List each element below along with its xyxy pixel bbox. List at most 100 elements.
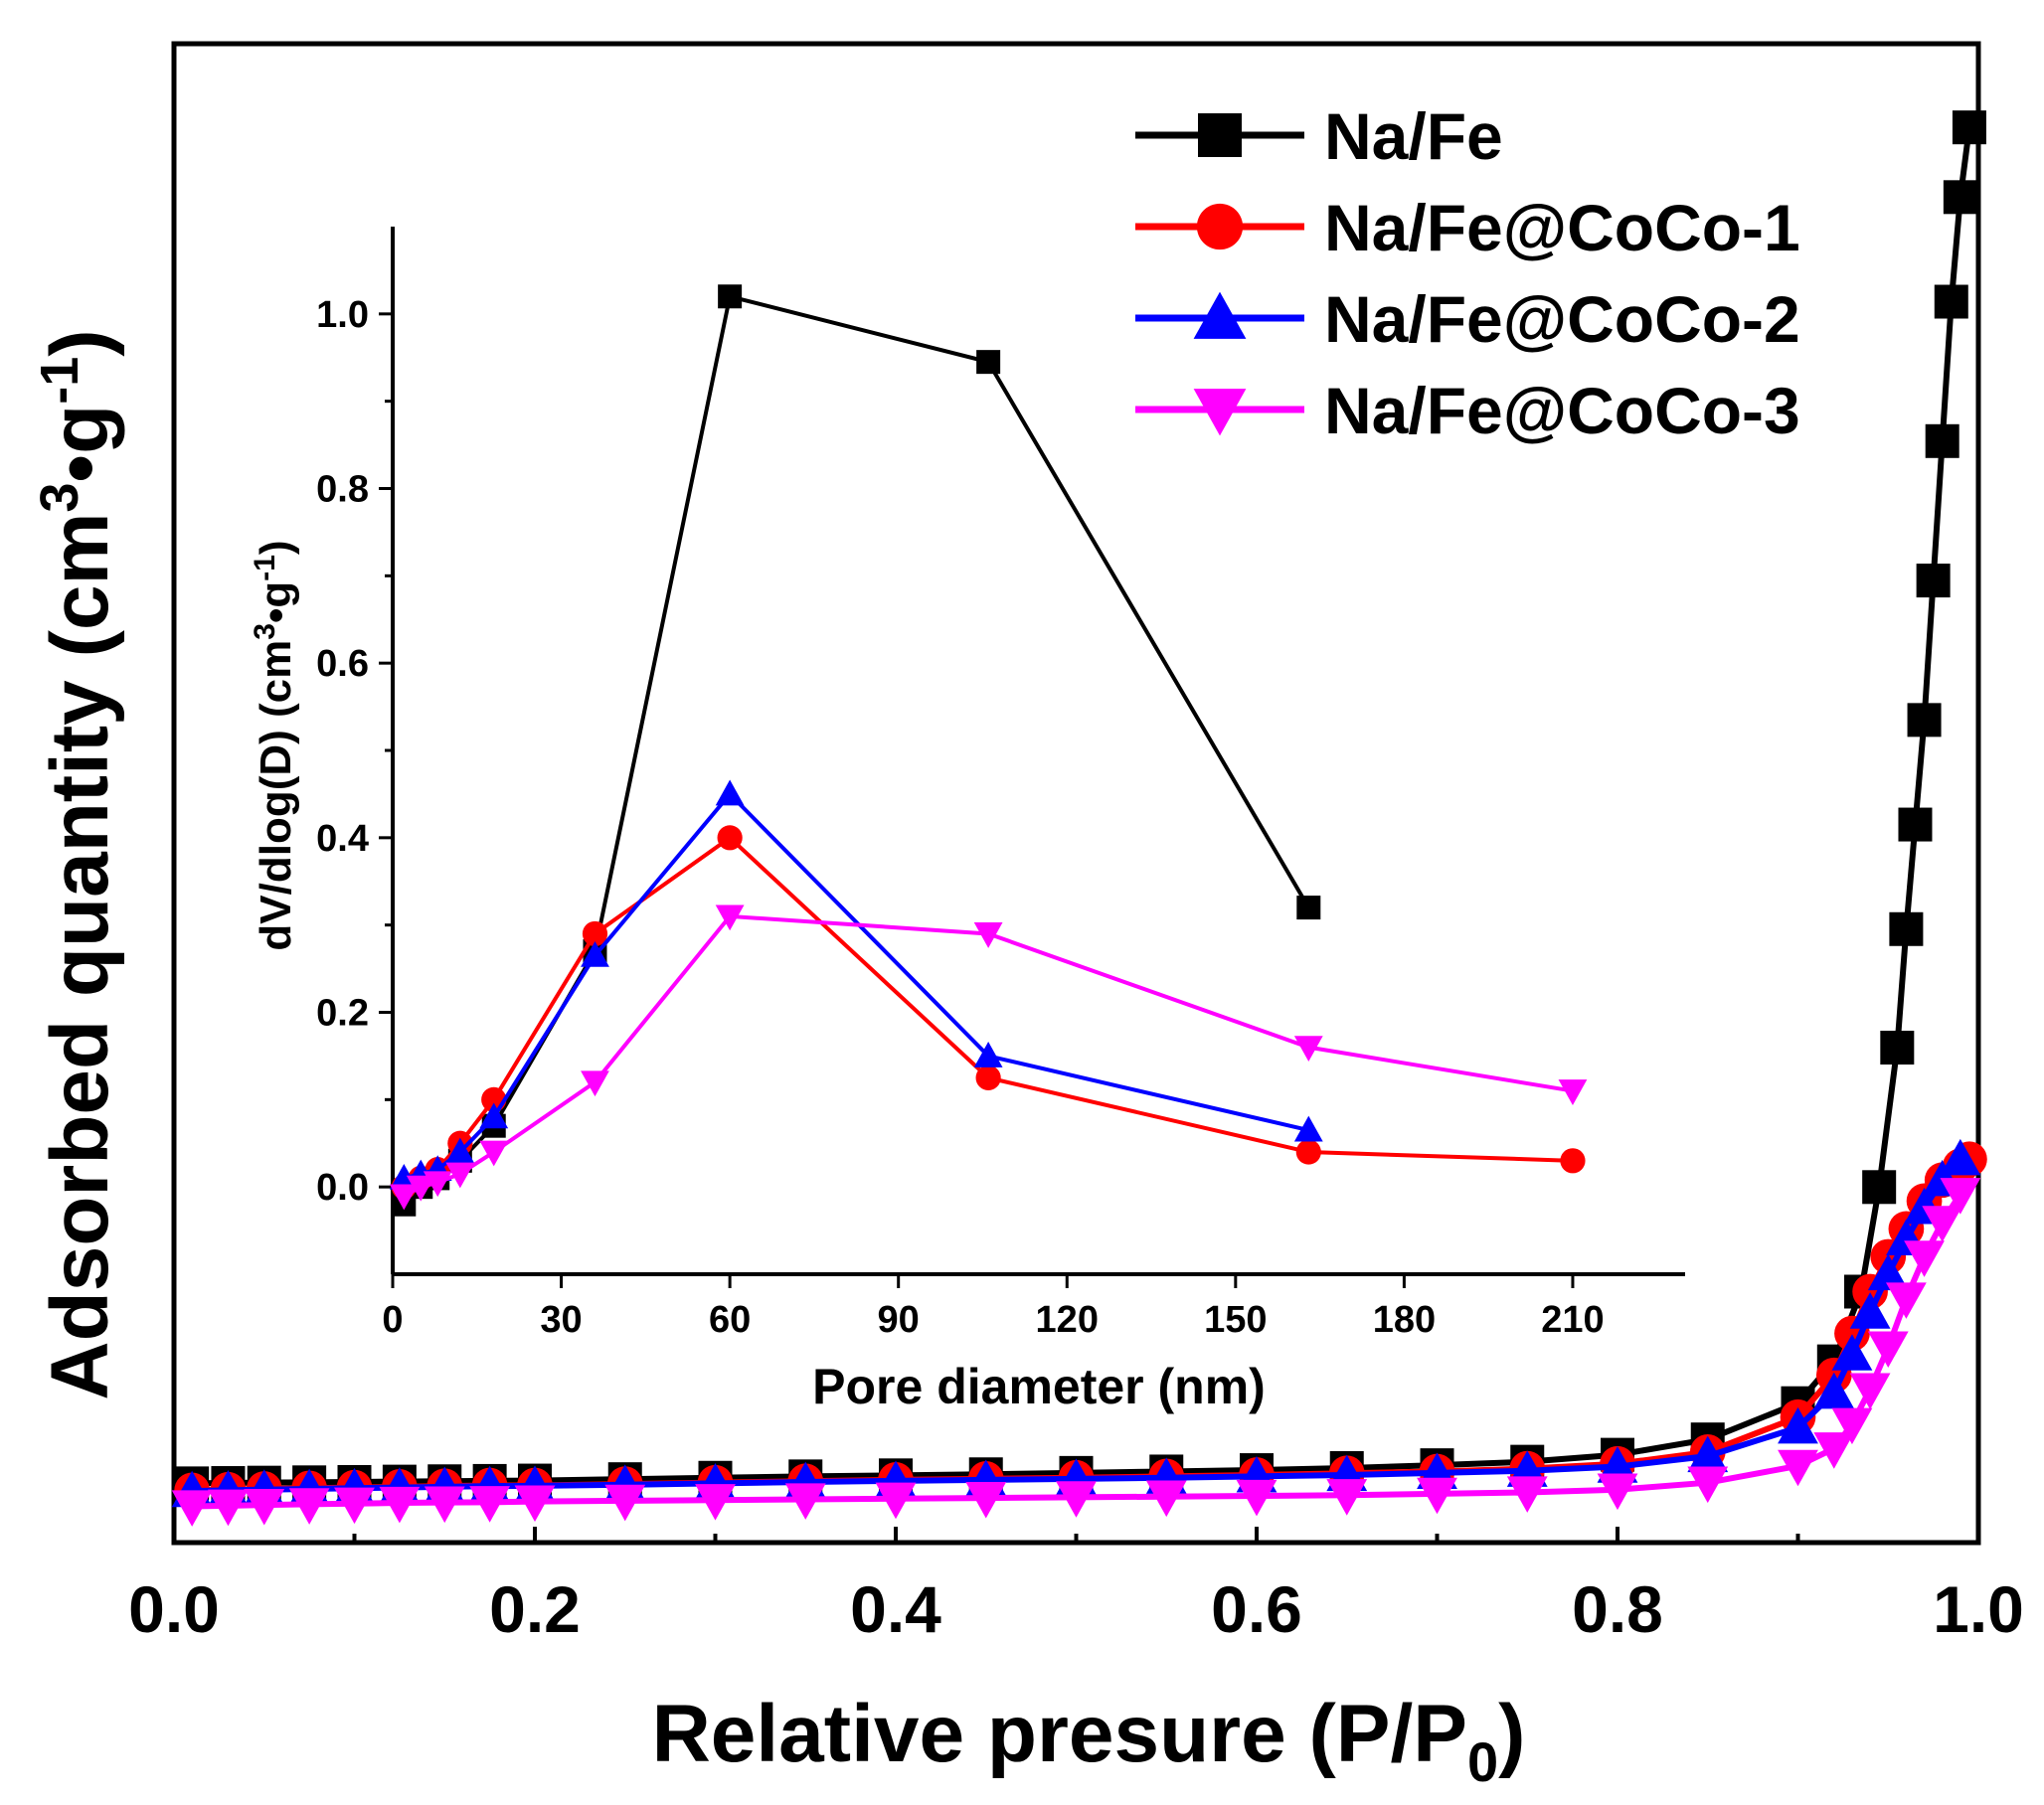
- inset-data-point: [717, 825, 743, 851]
- main-x-ticks: 0.0 0.2 0.4 0.6 0.8 1.0: [128, 1527, 2024, 1646]
- inset-x-tick-label: 150: [1204, 1299, 1267, 1341]
- main-data-point: [1849, 1373, 1891, 1410]
- legend-swatch-marker: [1193, 291, 1247, 339]
- inset-data-point: [582, 920, 608, 947]
- inset-x-tick-label: 120: [1036, 1299, 1099, 1341]
- main-data-point: [1687, 1466, 1729, 1504]
- legend-swatch-marker: [1193, 389, 1247, 436]
- main-data-point: [1849, 1292, 1891, 1329]
- inset-data-point: [975, 1065, 1001, 1090]
- main-x-tick-label: 0.0: [128, 1572, 220, 1646]
- main-x-tick-label: 0.6: [1211, 1572, 1302, 1646]
- legend-swatch-marker: [1196, 203, 1244, 250]
- main-data-point: [244, 1488, 285, 1526]
- main-data-point: [1506, 1476, 1548, 1513]
- main-data-point: [604, 1484, 646, 1522]
- main-data-point: [1867, 1331, 1909, 1369]
- main-data-point: [784, 1483, 826, 1520]
- inset-y-tick-label: 1.0: [316, 294, 369, 336]
- inset-data-point: [715, 779, 745, 806]
- main-x-tick-label: 0.8: [1572, 1572, 1663, 1646]
- main-data-point: [1145, 1480, 1187, 1518]
- inset-data-point: [389, 1184, 419, 1211]
- inset-data-point: [479, 1102, 509, 1129]
- main-data-point: [1943, 180, 1977, 215]
- inset-data-point: [1560, 1148, 1586, 1174]
- inset-data-point: [445, 1137, 475, 1164]
- legend-entry: Na/Fe@CoCo-1: [1135, 191, 1800, 264]
- main-x-axis-label: Relative presure (P/P0): [652, 1689, 1526, 1793]
- legend-swatch-marker: [1198, 113, 1242, 157]
- main-data-point: [1778, 1449, 1818, 1487]
- inset-x-tick-label: 30: [540, 1299, 582, 1341]
- inset-data-point: [1293, 1115, 1323, 1142]
- inset-data-point: [581, 1070, 609, 1097]
- main-data-point: [1916, 564, 1951, 598]
- inset-x-tick-label: 180: [1373, 1299, 1436, 1341]
- main-data-point: [1925, 423, 1959, 458]
- legend-entry: Na/Fe: [1135, 99, 1503, 173]
- main-data-point: [1417, 1477, 1457, 1515]
- inset-x-tick-label: 60: [709, 1299, 751, 1341]
- legend-entry: Na/Fe@CoCo-2: [1135, 282, 1800, 356]
- main-x-tick-label: 0.4: [850, 1572, 941, 1646]
- legend-label: Na/Fe@CoCo-3: [1324, 374, 1800, 447]
- inset-data-point: [1293, 1036, 1323, 1063]
- inset-data-point: [973, 1042, 1003, 1067]
- main-data-point: [1934, 284, 1968, 319]
- main-data-point: [334, 1487, 375, 1525]
- main-data-point: [288, 1488, 330, 1525]
- inset-data-point: [1295, 1139, 1321, 1165]
- inset-data-point: [715, 904, 745, 931]
- legend-label: Na/Fe: [1324, 99, 1503, 173]
- legend-label: Na/Fe@CoCo-1: [1324, 191, 1800, 264]
- main-data-point: [1952, 110, 1986, 145]
- inset-series-na-fe-coco-1: [391, 825, 1586, 1200]
- main-data-point: [1831, 1334, 1873, 1371]
- legend: Na/Fe Na/Fe@CoCo-1 Na/Fe@CoCo-2 Na/Fe@CoCo-…: [1135, 99, 1800, 447]
- main-data-point: [1940, 1138, 1981, 1176]
- main-x-tick-label: 0.2: [489, 1572, 581, 1646]
- inset-ticks: 0 30 60 90 120 150 180 210 0.0 0.2 0.4 0.6 0.8 1.0: [316, 294, 1604, 1341]
- main-data-point: [1778, 1406, 1818, 1444]
- inset-data-point: [1558, 1079, 1588, 1105]
- main-data-point: [875, 1482, 917, 1520]
- main-data-point: [469, 1486, 511, 1523]
- main-data-point: [1867, 1253, 1909, 1291]
- inset-y-tick-label: 0.2: [316, 993, 369, 1035]
- inset-data-point: [479, 1140, 509, 1167]
- main-data-point: [1904, 1240, 1945, 1277]
- main-data-point: [1597, 1473, 1638, 1511]
- main-data-point: [379, 1486, 421, 1524]
- main-series-group: [171, 110, 1987, 1527]
- main-y-axis-label: Adsorbed quantity (cm3•g-1): [30, 329, 125, 1399]
- main-data-point: [1831, 1407, 1873, 1445]
- inset-y-tick-label: 0.4: [316, 818, 369, 860]
- inset-y-axis-label: dV/dlog(D) (cm3•g-1): [249, 540, 300, 950]
- main-data-point: [1813, 1432, 1855, 1469]
- inset-data-point: [406, 1175, 435, 1202]
- main-data-point: [171, 1490, 213, 1527]
- main-data-point: [514, 1485, 556, 1523]
- inset-data-point: [973, 922, 1003, 948]
- inset-y-tick-label: 0.0: [316, 1167, 369, 1209]
- main-series-na-fe-coco-3: [171, 1178, 1981, 1527]
- inset-x-axis-label: Pore diameter (nm): [812, 1359, 1266, 1414]
- inset-y-tick-label: 0.6: [316, 643, 369, 685]
- main-data-point: [965, 1481, 1007, 1519]
- inset-x-tick-label: 0: [382, 1299, 403, 1341]
- main-data-point: [1886, 1282, 1927, 1319]
- inset-series-na-fe: [392, 284, 1321, 1217]
- inset-data-point: [718, 284, 743, 309]
- inset-x-tick-label: 90: [878, 1299, 920, 1341]
- main-data-point: [1862, 1170, 1897, 1205]
- inset-series-line: [403, 835, 1574, 1189]
- inset-y-tick-label: 0.8: [316, 469, 369, 511]
- inset-data-point: [445, 1162, 475, 1189]
- legend-entry: Na/Fe@CoCo-3: [1135, 374, 1800, 447]
- main-data-point: [1898, 807, 1933, 842]
- main-data-point: [1236, 1479, 1278, 1517]
- main-data-point: [695, 1484, 736, 1521]
- inset-x-tick-label: 210: [1541, 1299, 1604, 1341]
